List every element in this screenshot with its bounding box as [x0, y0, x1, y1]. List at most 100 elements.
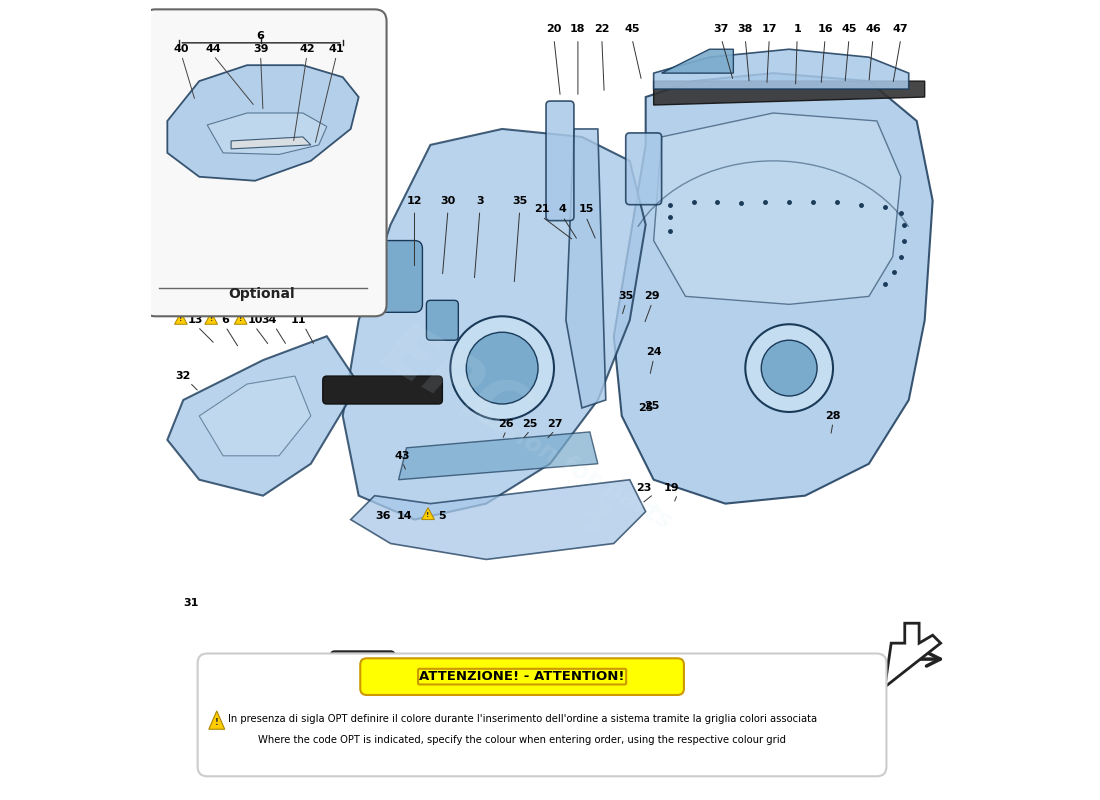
Text: !: !	[214, 718, 219, 726]
Text: 46: 46	[865, 24, 881, 34]
Text: 42: 42	[299, 44, 315, 54]
Text: !: !	[427, 512, 430, 518]
FancyBboxPatch shape	[331, 651, 395, 699]
Circle shape	[761, 340, 817, 396]
Polygon shape	[199, 376, 311, 456]
Text: 3: 3	[563, 490, 617, 549]
Text: 18: 18	[570, 24, 585, 34]
Text: 15: 15	[579, 204, 594, 214]
Text: 23: 23	[637, 482, 652, 493]
Polygon shape	[661, 50, 734, 73]
Text: 43: 43	[395, 451, 410, 461]
Text: 17: 17	[761, 24, 777, 34]
Circle shape	[746, 324, 833, 412]
Text: 20: 20	[547, 24, 562, 34]
Text: 4: 4	[559, 204, 566, 214]
Polygon shape	[386, 659, 398, 671]
Text: 32: 32	[176, 371, 191, 381]
Polygon shape	[653, 81, 925, 105]
Text: passion for parts: passion for parts	[456, 394, 675, 534]
Polygon shape	[167, 65, 359, 181]
Polygon shape	[343, 129, 646, 519]
Text: 3: 3	[476, 196, 484, 206]
Text: 7: 7	[378, 196, 386, 206]
Polygon shape	[653, 113, 901, 304]
Text: Optional: Optional	[228, 287, 295, 301]
Polygon shape	[207, 113, 327, 154]
Text: 6: 6	[221, 315, 230, 326]
Text: ATTENZIONE! - ATTENTION!: ATTENZIONE! - ATTENTION!	[419, 670, 625, 683]
Text: 6: 6	[256, 30, 264, 41]
Text: 28: 28	[825, 411, 840, 421]
Text: 1: 1	[793, 24, 801, 34]
Polygon shape	[421, 508, 434, 519]
Polygon shape	[565, 129, 606, 408]
Circle shape	[466, 332, 538, 404]
Text: 24: 24	[646, 347, 661, 357]
Text: 45: 45	[842, 24, 857, 34]
Text: 44: 44	[206, 44, 221, 54]
Polygon shape	[884, 623, 940, 687]
FancyBboxPatch shape	[143, 10, 386, 316]
FancyBboxPatch shape	[546, 101, 574, 221]
Polygon shape	[614, 73, 933, 504]
Text: 14: 14	[397, 510, 412, 521]
Text: 45: 45	[625, 24, 640, 34]
Text: 25: 25	[645, 402, 660, 411]
Text: EPC: EPC	[370, 315, 539, 453]
Text: 35: 35	[513, 196, 527, 206]
Polygon shape	[234, 312, 248, 324]
Text: 35: 35	[618, 291, 634, 302]
Text: 22: 22	[594, 24, 609, 34]
Polygon shape	[653, 50, 909, 89]
Text: !: !	[351, 197, 354, 203]
Text: 47: 47	[893, 24, 909, 34]
Polygon shape	[351, 480, 646, 559]
Text: 25: 25	[638, 403, 653, 413]
FancyBboxPatch shape	[359, 241, 422, 312]
Text: 2: 2	[363, 196, 371, 206]
FancyBboxPatch shape	[361, 658, 684, 695]
Text: 31: 31	[184, 598, 199, 608]
Text: 13: 13	[187, 315, 202, 326]
Text: 5: 5	[439, 510, 447, 521]
Text: 30: 30	[440, 196, 455, 206]
Text: 29: 29	[645, 291, 660, 302]
Polygon shape	[398, 432, 597, 480]
Text: 39: 39	[253, 44, 268, 54]
Text: 25: 25	[522, 419, 538, 429]
Text: Where the code OPT is indicated, specify the colour when entering order, using t: Where the code OPT is indicated, specify…	[258, 734, 786, 745]
Text: 11: 11	[292, 315, 307, 326]
Polygon shape	[209, 711, 224, 730]
Text: 40: 40	[174, 44, 189, 54]
Text: !: !	[239, 317, 242, 322]
Text: 21: 21	[535, 204, 550, 214]
Text: 41: 41	[329, 44, 344, 54]
Text: !: !	[210, 317, 212, 322]
Circle shape	[450, 316, 554, 420]
FancyBboxPatch shape	[427, 300, 459, 340]
Text: 12: 12	[407, 196, 422, 206]
Text: 36: 36	[375, 510, 390, 521]
Text: 16: 16	[817, 24, 833, 34]
Text: In presenza di sigla OPT definire il colore durante l'inserimento dell'ordine a : In presenza di sigla OPT definire il col…	[228, 714, 816, 724]
Text: 9: 9	[334, 662, 343, 672]
Text: !: !	[179, 317, 183, 322]
Text: 27: 27	[547, 419, 562, 429]
Text: 33: 33	[359, 662, 374, 672]
Text: !: !	[390, 663, 394, 670]
FancyBboxPatch shape	[322, 376, 442, 404]
Text: 34: 34	[262, 315, 277, 326]
Text: 37: 37	[714, 24, 729, 34]
Text: 8: 8	[403, 662, 410, 672]
Text: 26: 26	[498, 419, 514, 429]
FancyBboxPatch shape	[198, 654, 887, 776]
Polygon shape	[205, 312, 218, 324]
FancyBboxPatch shape	[626, 133, 661, 205]
Text: 10: 10	[248, 315, 263, 326]
Polygon shape	[231, 137, 311, 149]
Text: 19: 19	[663, 482, 679, 493]
Text: 38: 38	[738, 24, 754, 34]
Polygon shape	[167, 336, 359, 496]
Polygon shape	[175, 312, 187, 324]
